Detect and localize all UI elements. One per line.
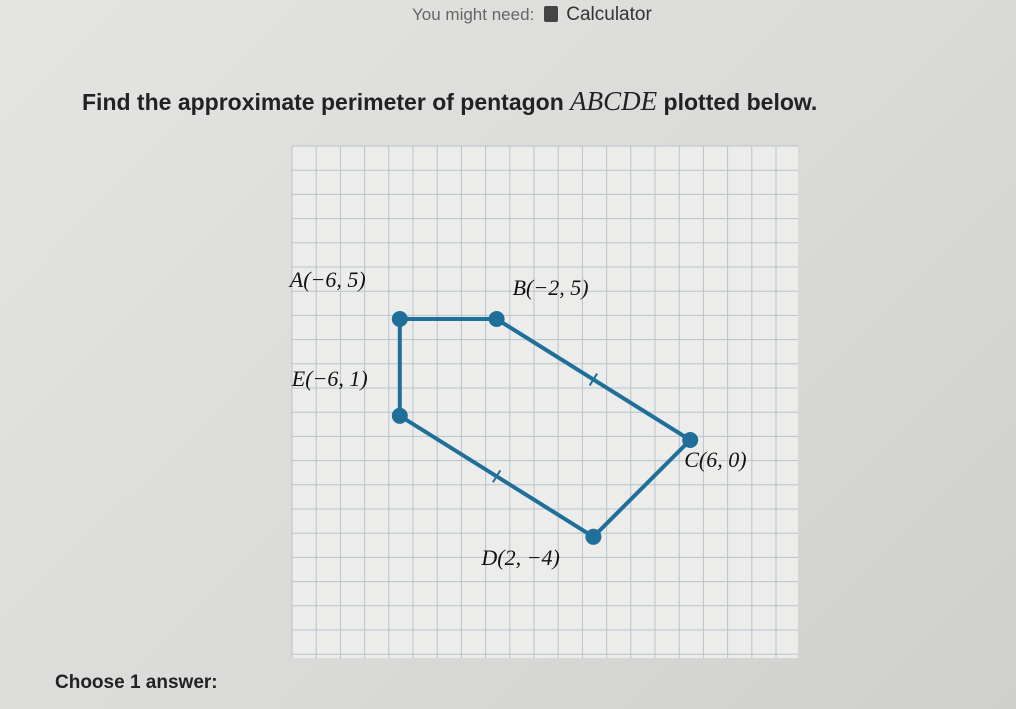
vertex-label: A(−6, 5) bbox=[288, 267, 366, 292]
vertex-label: E(−6, 1) bbox=[291, 366, 368, 391]
question-text: plotted below. bbox=[657, 89, 818, 115]
question-text: Find the approximate perimeter of pentag… bbox=[82, 89, 571, 115]
congruence-tick bbox=[588, 373, 598, 386]
calculator-link[interactable]: Calculator bbox=[566, 4, 652, 25]
vertex bbox=[488, 311, 505, 327]
pentagon bbox=[397, 317, 694, 540]
vertex bbox=[585, 528, 602, 545]
pentagon-name: ABCDE bbox=[570, 86, 658, 116]
vertex bbox=[391, 407, 408, 424]
grid-background bbox=[292, 146, 798, 658]
vertex bbox=[391, 311, 408, 327]
answer-prompt: Choose 1 answer: bbox=[55, 672, 218, 693]
congruence-tick bbox=[492, 469, 502, 483]
vertex-label: C(6, 0) bbox=[684, 447, 746, 472]
question: Find the approximate perimeter of pentag… bbox=[82, 86, 817, 117]
vertex bbox=[682, 432, 699, 448]
hint-label: You might need: bbox=[412, 5, 535, 24]
calculator-icon bbox=[544, 6, 559, 22]
tool-hint: You might need: Calculator bbox=[412, 4, 652, 26]
vertex-label: D(2, −4) bbox=[480, 545, 559, 570]
vertex-label: B(−2, 5) bbox=[513, 275, 589, 300]
